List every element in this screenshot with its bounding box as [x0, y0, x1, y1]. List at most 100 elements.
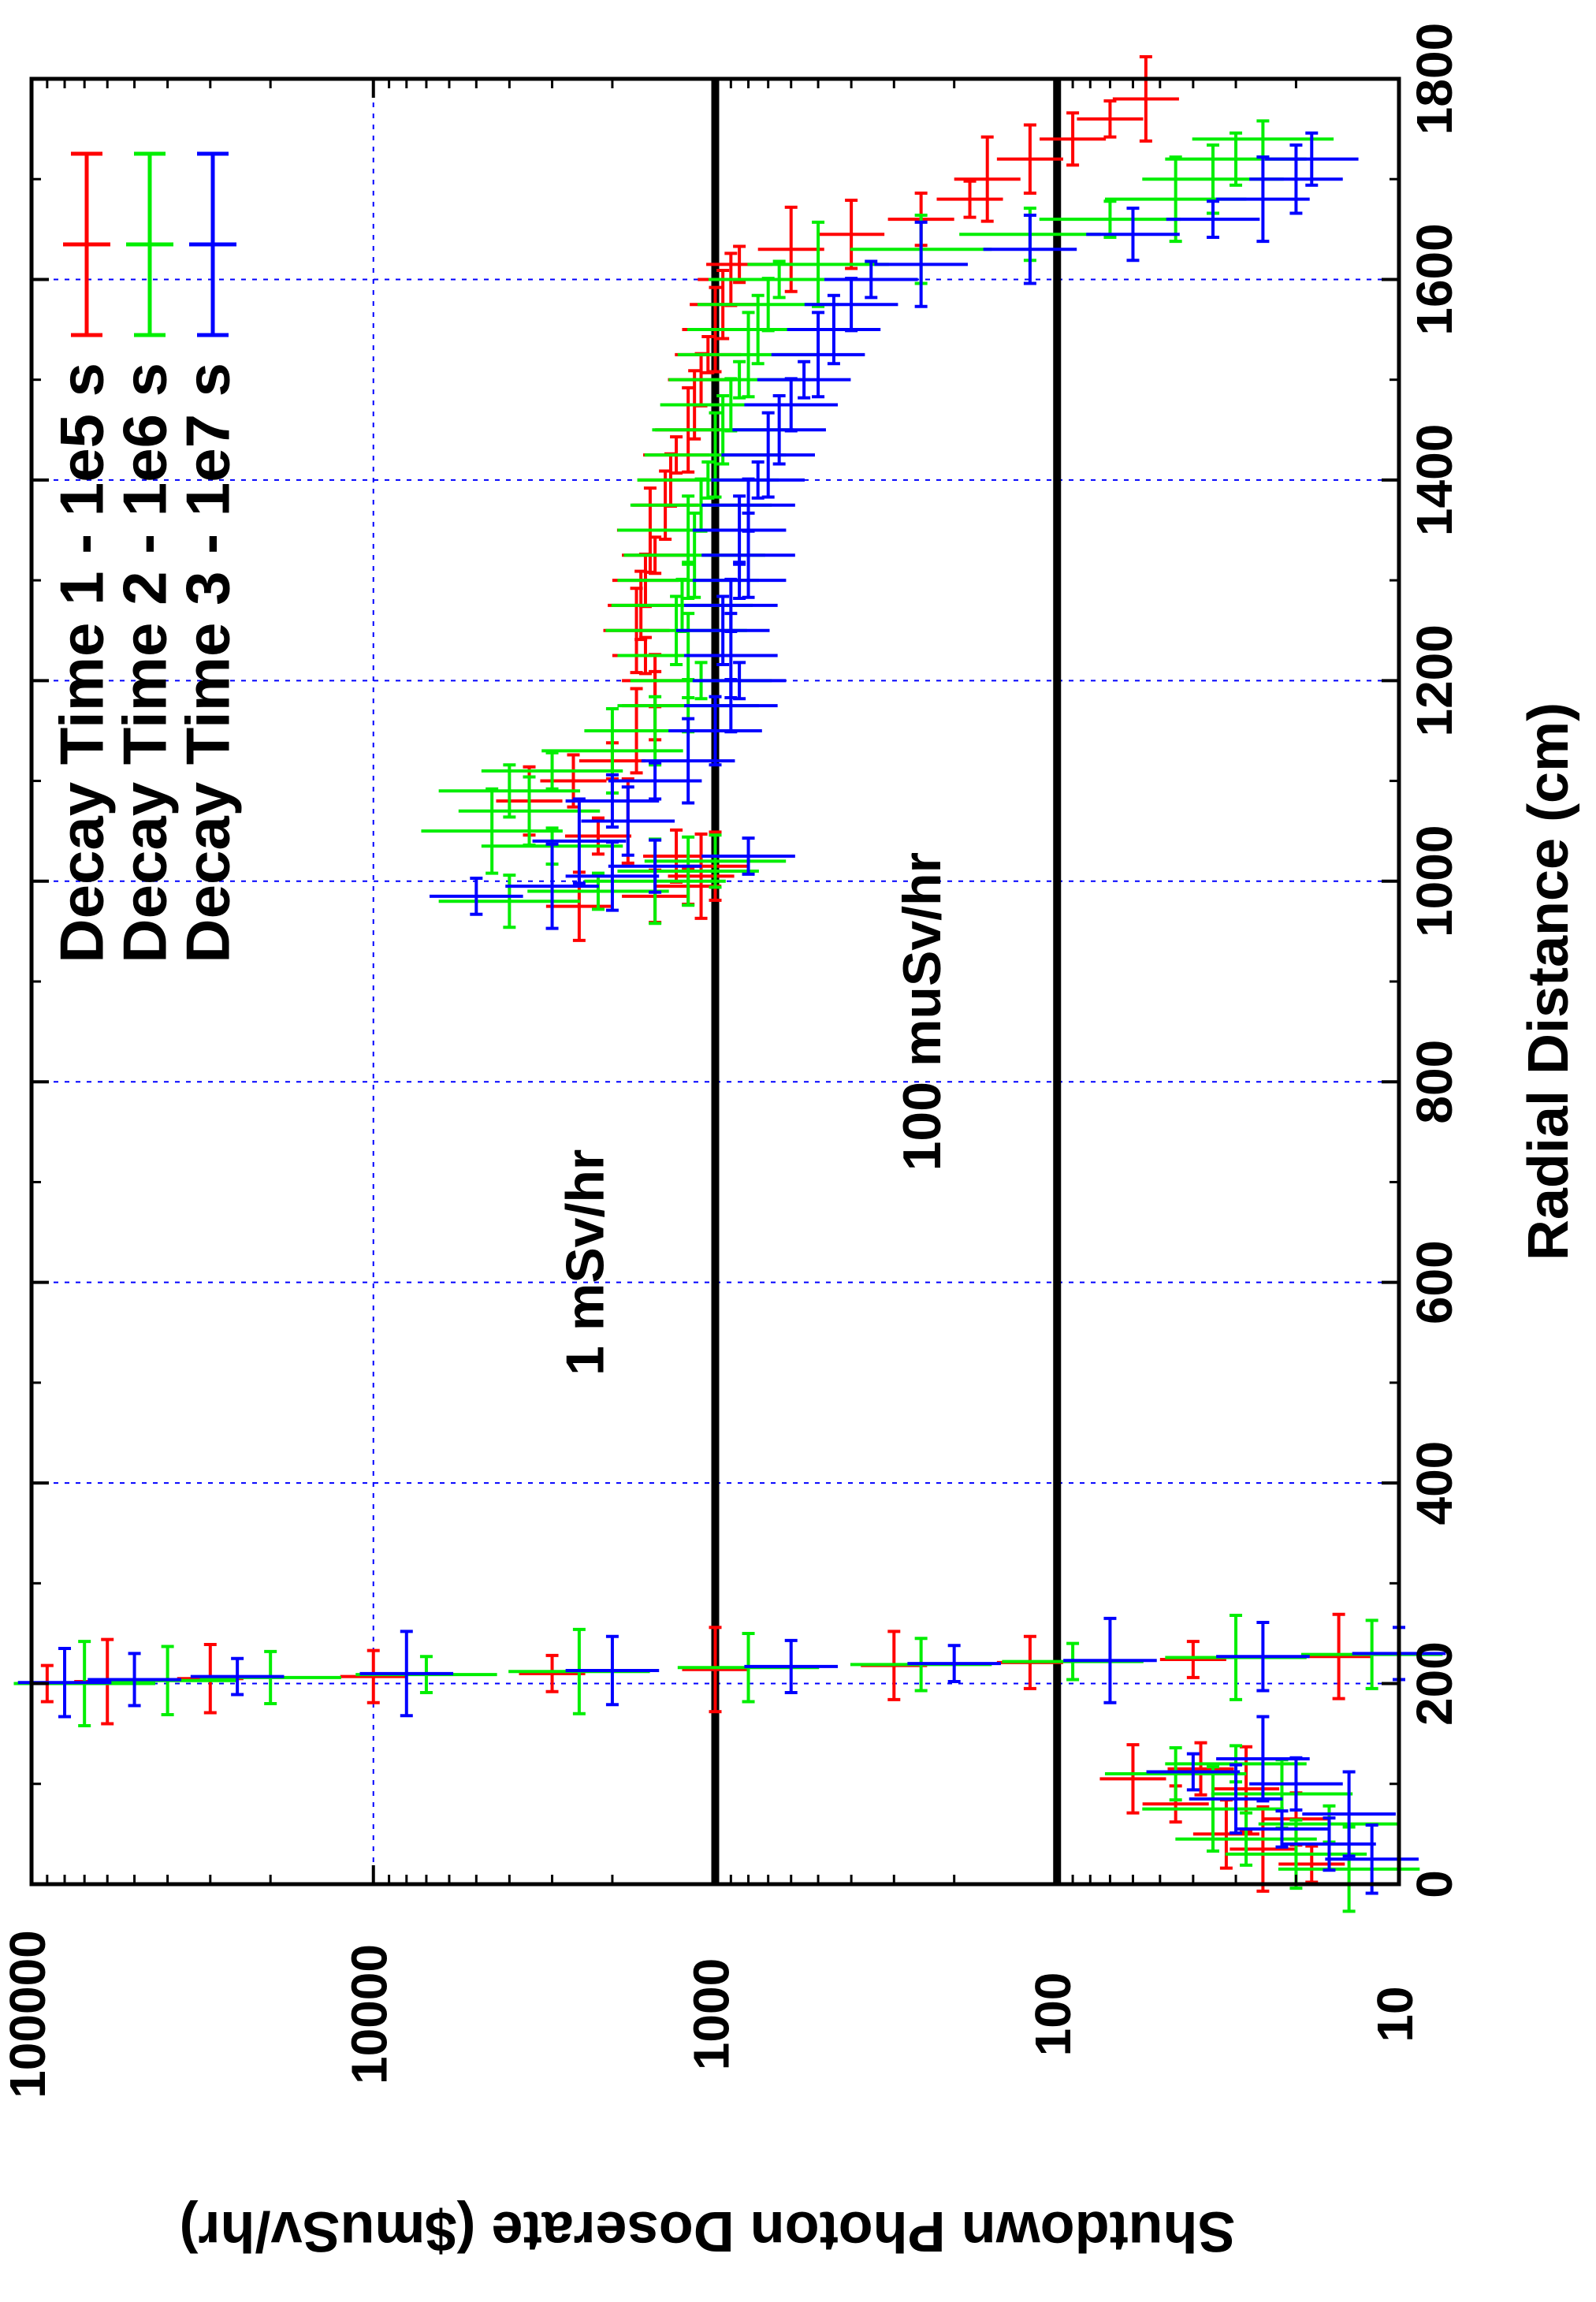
data-point — [1235, 1809, 1329, 1849]
data-point — [874, 220, 968, 308]
legend-label: Decay Time 1 - 1e5 s — [47, 363, 117, 963]
data-point — [1216, 155, 1310, 244]
data-point — [421, 787, 563, 875]
legend-label: Decay Time 2 - 1e6 s — [110, 363, 180, 963]
x-tick-label: 1200 — [1406, 624, 1463, 736]
x-tick-label: 1600 — [1406, 223, 1463, 335]
data-point — [907, 1644, 1001, 1684]
reference-line-label: 1 mSv/hr — [555, 1149, 615, 1376]
data-point — [701, 836, 795, 876]
y-tick-label: 1000 — [683, 1958, 739, 2070]
data-point — [481, 751, 623, 791]
data-point — [818, 198, 885, 270]
y-tick-label: 100 — [1025, 1972, 1081, 2057]
data-point — [1278, 1844, 1345, 1884]
data-point — [675, 594, 770, 666]
data-point — [1216, 1620, 1310, 1693]
y-tick-label: 10000 — [341, 1944, 398, 2084]
data-point — [1189, 1763, 1283, 1835]
data-point — [1249, 1756, 1343, 1812]
x-tick-label: 200 — [1406, 1641, 1463, 1726]
data-point — [1175, 1811, 1317, 1867]
y-tick-label: 10 — [1367, 1986, 1423, 2042]
data-point — [1282, 1816, 1376, 1872]
data-point — [1039, 199, 1181, 240]
data-point — [787, 293, 881, 366]
data-point — [458, 775, 601, 847]
data-point — [936, 179, 1003, 219]
data-point — [581, 785, 675, 857]
data-point — [721, 411, 815, 499]
data-point — [1077, 99, 1144, 139]
data-point — [1040, 111, 1107, 167]
data-point — [744, 1638, 839, 1695]
data-point — [732, 394, 826, 466]
x-tick-label: 400 — [1406, 1441, 1463, 1525]
data-point — [954, 135, 1021, 223]
data-point — [1325, 1823, 1419, 1895]
data-point — [682, 1626, 749, 1714]
x-axis-title: Radial Distance (cm) — [1517, 702, 1580, 1261]
y-axis-title: Shutdown Photon Doserate ($muSv/hr) — [179, 2200, 1235, 2263]
series-3 — [17, 131, 1446, 1895]
data-point — [1166, 199, 1260, 240]
data-point — [87, 1652, 181, 1708]
data-point — [1146, 1752, 1241, 1792]
data-point — [519, 1653, 586, 1693]
data-point — [983, 214, 1077, 285]
data-point — [1302, 1770, 1396, 1858]
data-point — [340, 1648, 407, 1704]
axis-ticks: 0 200 400 600 800 1000 1200 1400 1600 1800 10 100 10… — [0, 23, 1463, 2099]
data-point — [1063, 1616, 1157, 1704]
x-tick-label: 0 — [1406, 1870, 1463, 1898]
data-point — [1104, 1745, 1247, 1802]
data-point — [644, 833, 787, 889]
data-point — [564, 816, 632, 856]
data-point — [608, 838, 702, 894]
data-point — [565, 1634, 660, 1707]
data-point — [438, 763, 581, 819]
data-point — [692, 494, 787, 566]
data-point — [641, 717, 735, 805]
data-point — [359, 1630, 454, 1718]
data-point — [1167, 1741, 1234, 1797]
x-tick-label: 1400 — [1406, 424, 1463, 536]
x-tick-label: 800 — [1406, 1040, 1463, 1124]
data-point — [1086, 207, 1180, 263]
data-point — [1216, 1715, 1310, 1803]
data-point — [608, 761, 702, 801]
data-point — [757, 359, 851, 400]
data-point — [1099, 1743, 1166, 1815]
x-tick-label: 1000 — [1406, 825, 1463, 937]
data-point — [617, 835, 759, 907]
data-point — [668, 695, 762, 767]
data-point — [505, 842, 599, 930]
data-point — [1159, 1640, 1226, 1679]
axis-titles: Radial Distance (cm) Shutdown Photon Dose… — [179, 702, 1580, 2263]
data-point — [771, 311, 865, 399]
data-point — [565, 773, 660, 829]
data-point — [747, 220, 889, 308]
data-point — [668, 832, 735, 920]
x-tick-label: 600 — [1406, 1240, 1463, 1324]
data-points — [13, 55, 1446, 1913]
data-point — [532, 797, 627, 885]
y-tick-label: 100000 — [0, 1930, 56, 2099]
data-point — [996, 123, 1063, 196]
data-point — [1305, 1612, 1372, 1700]
x-tick-label: 1800 — [1406, 23, 1463, 135]
data-point — [1112, 55, 1179, 143]
data-point — [1142, 1765, 1284, 1853]
data-point — [190, 1656, 285, 1697]
reference-line-label: 100 muSv/hr — [892, 852, 952, 1171]
data-point — [438, 873, 581, 929]
data-point — [1230, 1805, 1297, 1893]
data-point — [1249, 143, 1343, 215]
data-point — [430, 876, 523, 916]
data-point — [824, 259, 918, 300]
annotations: 1 mSv/hr 100 muSv/hr — [555, 852, 952, 1376]
data-point — [757, 205, 824, 293]
